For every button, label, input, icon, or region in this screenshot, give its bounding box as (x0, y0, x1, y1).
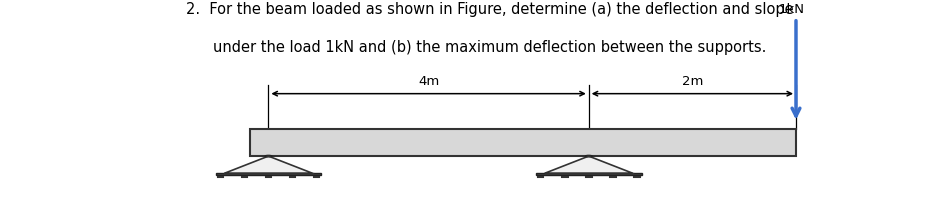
Text: 2.  For the beam loaded as shown in Figure, determine (a) the deflection and slo: 2. For the beam loaded as shown in Figur… (186, 2, 794, 17)
Text: 2m: 2m (682, 75, 703, 88)
Circle shape (265, 155, 272, 157)
Text: 1kN: 1kN (778, 3, 804, 16)
Polygon shape (224, 156, 313, 173)
Bar (536, 173, 642, 176)
Bar (250, 129, 796, 156)
Text: 4m: 4m (418, 75, 439, 88)
Text: under the load 1kN and (b) the maximum deflection between the supports.: under the load 1kN and (b) the maximum d… (213, 40, 767, 55)
Polygon shape (544, 156, 633, 173)
Circle shape (585, 155, 593, 157)
Bar (216, 173, 321, 176)
